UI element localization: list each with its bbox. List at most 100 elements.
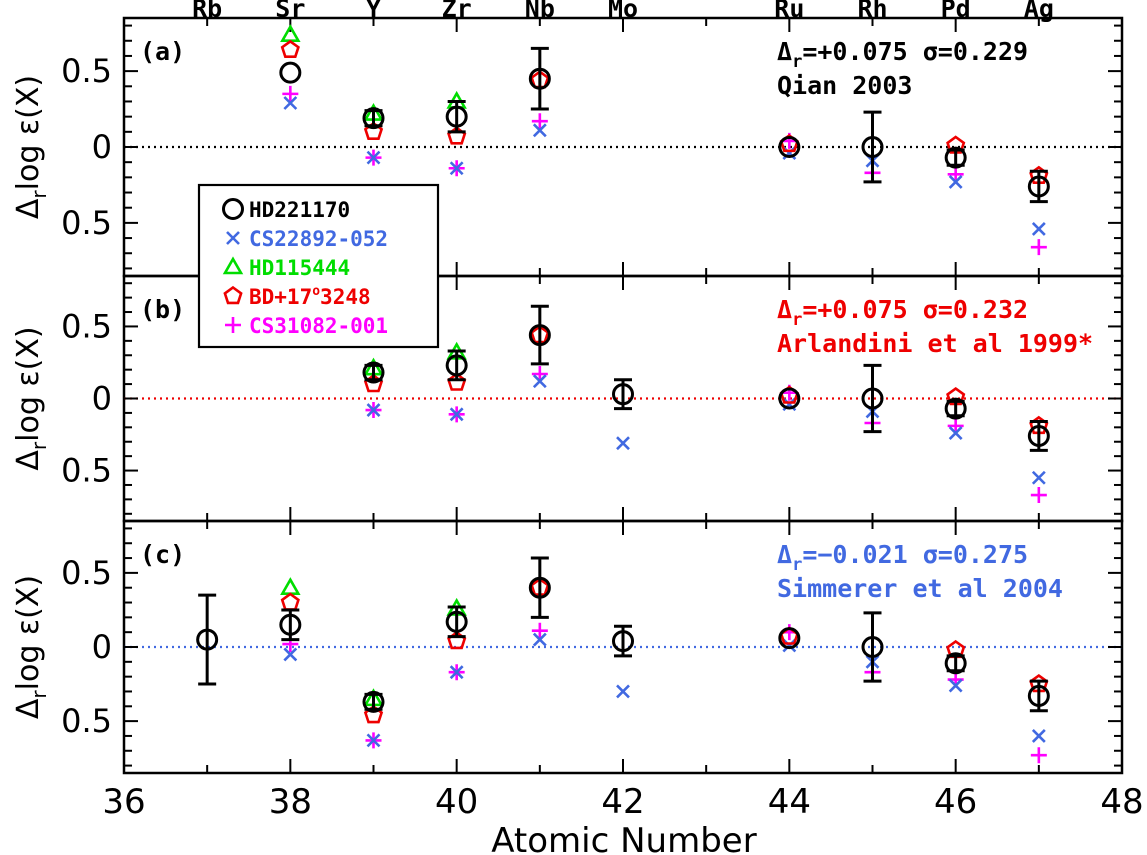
data-point xyxy=(778,627,801,650)
data-point xyxy=(528,576,551,599)
data-point xyxy=(861,387,884,410)
x-tick-label: 44 xyxy=(768,782,811,822)
error-bar xyxy=(863,363,882,434)
y-tick-label: 0.5 xyxy=(61,702,112,740)
panel-label: (b) xyxy=(140,295,185,324)
data-point xyxy=(279,613,302,636)
series-hd221170 xyxy=(279,46,1050,204)
y-tick-label: 0 xyxy=(92,128,112,166)
legend-label: CS22892-052 xyxy=(249,227,388,251)
x-tick-label: 40 xyxy=(435,782,478,822)
data-point xyxy=(531,113,548,130)
data-point xyxy=(528,67,551,90)
series-cs22892-052 xyxy=(283,632,1046,748)
data-point xyxy=(283,96,298,110)
data-point xyxy=(1030,487,1047,504)
series-cs31082-001 xyxy=(365,366,1047,504)
series-hd115444 xyxy=(280,24,467,121)
panel-c: 0.5 0 0.5 Δrlog ε(X) (c) Δr=−0.021 σ=0.275Sim… xyxy=(11,519,1124,775)
series-hd221170 xyxy=(196,556,1050,713)
legend-marker xyxy=(226,231,240,245)
data-point xyxy=(363,705,384,724)
legend-label: HD221170 xyxy=(249,198,350,222)
data-point xyxy=(1031,470,1046,485)
data-point xyxy=(612,630,634,653)
data-point xyxy=(449,407,464,422)
data-point xyxy=(616,684,630,699)
data-point xyxy=(612,383,634,406)
panel-stat: Δr=+0.075 σ=0.232 xyxy=(777,295,1028,330)
data-point xyxy=(1031,729,1046,743)
data-point xyxy=(445,105,468,128)
data-point xyxy=(280,39,300,58)
y-tick-label: 0.5 xyxy=(61,452,112,490)
legend-label: CS31082-001 xyxy=(249,314,388,338)
y-tick-label: 0.5 xyxy=(61,307,112,345)
data-point xyxy=(532,374,547,389)
data-point xyxy=(362,690,385,713)
data-point xyxy=(1027,175,1050,198)
data-point xyxy=(1027,684,1050,707)
data-point xyxy=(449,665,464,680)
series-cs22892-052 xyxy=(366,374,1046,485)
data-point xyxy=(362,107,385,130)
data-point xyxy=(366,733,381,748)
x-axis-label: Atomic Number xyxy=(491,821,756,855)
data-point xyxy=(948,174,963,189)
y-axis-label: Δrlog ε(X) xyxy=(11,75,51,219)
data-point xyxy=(280,24,301,42)
data-point xyxy=(861,136,884,158)
data-point xyxy=(944,146,967,169)
data-point xyxy=(363,121,384,140)
data-point xyxy=(948,426,963,441)
x-tick-label: 36 xyxy=(102,782,145,822)
data-point xyxy=(366,403,381,417)
panel-b: 0.5 0 0.5 Δrlog ε(X) (b) Δr=+0.075 σ=0.232Arl… xyxy=(11,274,1124,523)
x-tick-label: 42 xyxy=(601,782,644,822)
legend-box xyxy=(197,183,440,349)
data-point xyxy=(616,436,630,451)
panel-stat: Δr=+0.075 σ=0.229 xyxy=(777,37,1028,72)
x-tick-label: 46 xyxy=(934,782,977,822)
legend-marker xyxy=(223,285,243,305)
data-point xyxy=(532,123,547,138)
legend: HD221170 CS22892-052 HD115444 BD+17o3248 CS3… xyxy=(197,183,440,349)
legend-label: HD115444 xyxy=(249,256,350,280)
legend-marker xyxy=(222,256,244,275)
error-bar xyxy=(530,556,549,619)
y-tick-label: 0.5 xyxy=(61,204,112,242)
panel-source: Arlandini et al 1999* xyxy=(777,329,1093,358)
y-axis-label: Δrlog ε(X) xyxy=(11,575,51,719)
data-point xyxy=(1030,747,1047,764)
panel-stat: Δr=−0.021 σ=0.275 xyxy=(777,540,1028,575)
y-axis-label: Δrlog ε(X) xyxy=(11,326,51,470)
y-tick-label: 0.5 xyxy=(61,554,112,592)
y-tick-label: 0 xyxy=(92,628,112,666)
data-point xyxy=(280,577,301,596)
series-hd115444 xyxy=(280,577,467,707)
data-point xyxy=(1027,424,1050,447)
data-point xyxy=(948,678,963,693)
error-bar xyxy=(530,46,549,111)
data-point xyxy=(944,397,967,420)
data-point xyxy=(449,161,464,176)
data-point xyxy=(531,622,548,639)
y-tick-label: 0 xyxy=(92,380,112,418)
data-point xyxy=(366,150,381,165)
data-point xyxy=(947,166,964,183)
error-bar xyxy=(530,304,549,366)
data-point xyxy=(778,136,801,158)
data-point xyxy=(861,636,884,658)
error-bar xyxy=(198,593,217,686)
data-point xyxy=(445,354,468,377)
data-point xyxy=(528,324,551,347)
data-point xyxy=(532,632,547,647)
series-hd221170 xyxy=(362,304,1050,452)
x-tick-label: 48 xyxy=(1100,782,1143,822)
data-point xyxy=(196,628,219,651)
data-point xyxy=(947,417,964,434)
data-point xyxy=(944,652,967,675)
error-bar xyxy=(863,611,882,683)
legend-marker xyxy=(225,317,241,333)
